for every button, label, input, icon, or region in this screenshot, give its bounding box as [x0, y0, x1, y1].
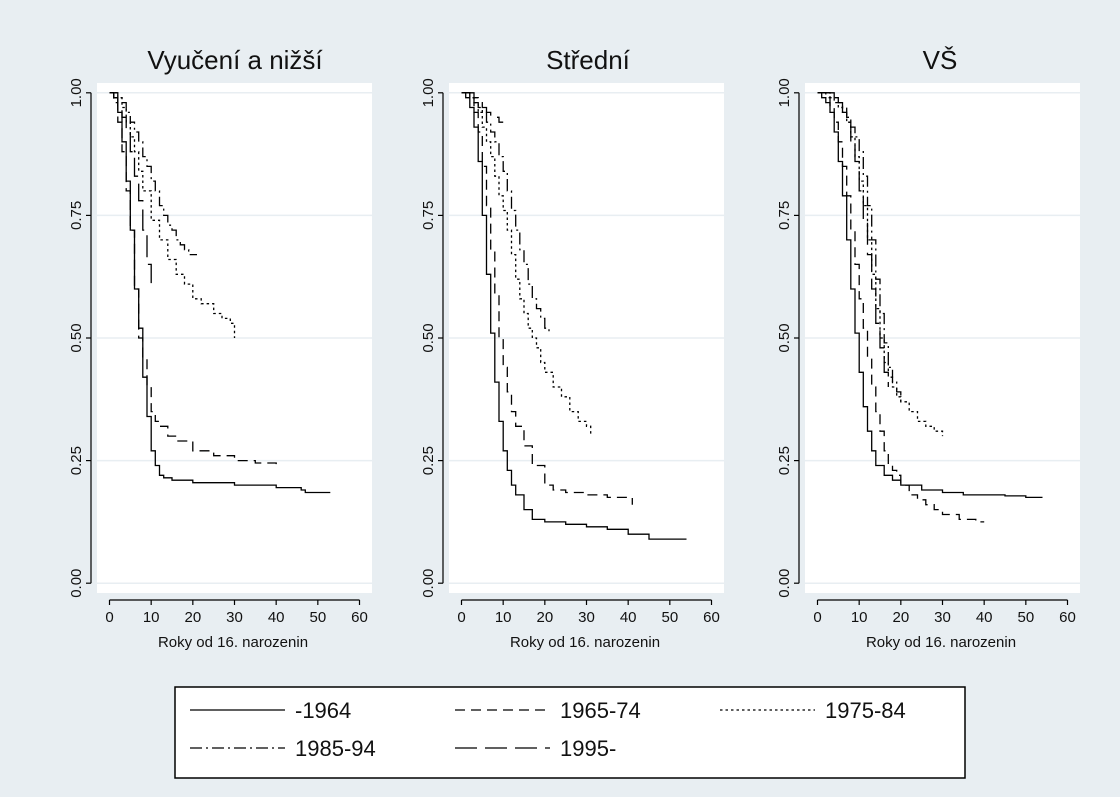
panel-title: Střední — [546, 45, 631, 75]
y-tick-label: 0.00 — [776, 569, 793, 598]
series-lines — [817, 92, 1043, 523]
x-tick-label: 50 — [309, 609, 326, 626]
x-tick-label: 20 — [892, 609, 909, 626]
x-tick-label: 0 — [813, 609, 821, 626]
legend-label: -1964 — [295, 698, 351, 723]
panel-vyuceni: Vyučení a nižší 0.00 0.25 0.50 0.75 1.00 0 10 2… — [68, 45, 372, 651]
x-axis-label: Roky od 16. narozenin — [158, 634, 308, 651]
x-tick-label: 10 — [495, 609, 512, 626]
legend-label: 1975-84 — [825, 698, 906, 723]
series-line — [461, 92, 550, 334]
x-tick-label: 20 — [184, 609, 201, 626]
series-line — [817, 92, 944, 437]
series-line — [817, 92, 1043, 499]
gridlines — [805, 92, 1080, 584]
x-tick-label: 60 — [351, 609, 368, 626]
x-axis-label: Roky od 16. narozenin — [866, 634, 1016, 651]
panel-stredni: Střední 0.00 0.25 0.50 0.75 1.00 0 10 20 30 40 50 6… — [420, 45, 724, 651]
x-tick-label: 10 — [851, 609, 868, 626]
series-lines — [109, 92, 331, 494]
x-tick-label: 0 — [457, 609, 465, 626]
x-tick-label: 40 — [976, 609, 993, 626]
series-lines — [461, 92, 687, 540]
panel-vs: VŠ 0.00 0.25 0.50 0.75 1.00 0 10 20 30 40 50 60 Rok… — [776, 45, 1080, 651]
y-tick-label: 0.75 — [776, 201, 793, 230]
panel-title: Vyučení a nižší — [147, 45, 323, 75]
series-line — [817, 92, 889, 387]
series-line — [817, 92, 905, 403]
x-tick-label: 0 — [105, 609, 113, 626]
axes: 0.00 0.25 0.50 0.75 1.00 0 10 20 30 40 50 60 — [68, 78, 368, 626]
x-tick-label: 40 — [620, 609, 637, 626]
x-tick-label: 20 — [536, 609, 553, 626]
series-line — [817, 92, 985, 523]
x-tick-label: 50 — [661, 609, 678, 626]
y-tick-label: 0.00 — [68, 569, 85, 598]
y-tick-label: 0.50 — [776, 323, 793, 352]
y-tick-label: 0.50 — [68, 323, 85, 352]
y-tick-label: 0.75 — [420, 201, 437, 230]
y-tick-label: 0.25 — [420, 446, 437, 475]
y-tick-label: 0.75 — [68, 201, 85, 230]
series-line — [109, 92, 331, 494]
series-line — [109, 92, 197, 256]
x-tick-label: 10 — [143, 609, 160, 626]
legend-box — [174, 686, 966, 779]
y-tick-label: 0.50 — [420, 323, 437, 352]
x-tick-label: 30 — [226, 609, 243, 626]
series-line — [461, 92, 504, 123]
y-tick-label: 1.00 — [68, 78, 85, 107]
x-tick-label: 30 — [934, 609, 951, 626]
y-tick-label: 0.00 — [420, 569, 437, 598]
x-tick-label: 50 — [1017, 609, 1034, 626]
series-line — [461, 92, 592, 437]
legend-label: 1995- — [560, 736, 616, 761]
x-tick-label: 30 — [578, 609, 595, 626]
legend-label: 1965-74 — [560, 698, 641, 723]
x-tick-label: 40 — [268, 609, 285, 626]
series-line — [109, 92, 152, 285]
legend-label: 1985-94 — [295, 736, 376, 761]
y-tick-label: 1.00 — [420, 78, 437, 107]
x-tick-label: 60 — [703, 609, 720, 626]
y-tick-label: 0.25 — [776, 446, 793, 475]
y-tick-label: 1.00 — [776, 78, 793, 107]
axes: 0.00 0.25 0.50 0.75 1.00 0 10 20 30 40 50 60 — [776, 78, 1076, 626]
legend: -1964 1965-74 1975-84 1985-94 1995- — [174, 686, 966, 779]
x-tick-label: 60 — [1059, 609, 1076, 626]
x-axis-label: Roky od 16. narozenin — [510, 634, 660, 651]
panel-title: VŠ — [923, 45, 958, 75]
series-line — [461, 92, 687, 540]
y-tick-label: 0.25 — [68, 446, 85, 475]
series-line — [109, 92, 277, 466]
axes: 0.00 0.25 0.50 0.75 1.00 0 10 20 30 40 50 60 — [420, 78, 720, 626]
